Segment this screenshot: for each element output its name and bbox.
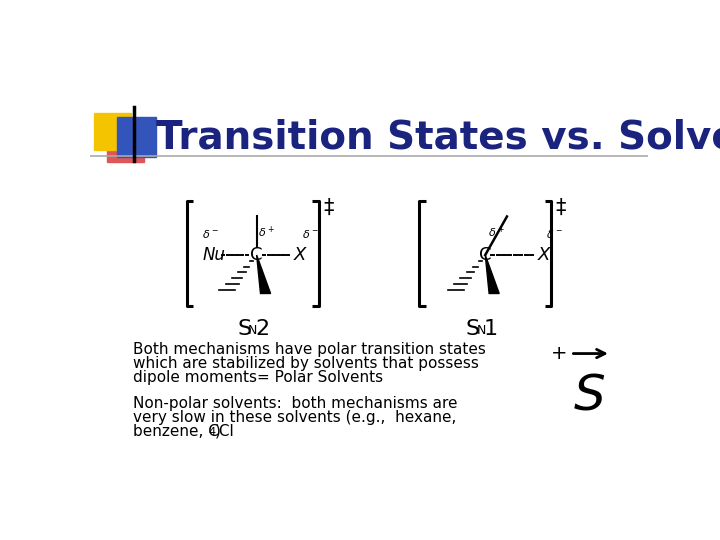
Bar bbox=[117, 117, 156, 157]
Text: X: X bbox=[294, 246, 306, 264]
Text: 2: 2 bbox=[255, 319, 269, 339]
Text: dipole moments= Polar Solvents: dipole moments= Polar Solvents bbox=[132, 370, 383, 384]
Text: benzene, CCl: benzene, CCl bbox=[132, 423, 233, 438]
Text: ): ) bbox=[215, 423, 220, 438]
Text: Non-polar solvents:  both mechanisms are: Non-polar solvents: both mechanisms are bbox=[132, 396, 457, 411]
Text: S: S bbox=[574, 373, 606, 421]
Text: $\delta^-$: $\delta^-$ bbox=[302, 227, 318, 240]
Text: S: S bbox=[238, 319, 251, 339]
Polygon shape bbox=[256, 255, 271, 294]
Text: $\delta^-$: $\delta^-$ bbox=[202, 227, 219, 240]
Text: Nu: Nu bbox=[202, 246, 225, 264]
Text: +: + bbox=[551, 344, 567, 363]
Text: ‡: ‡ bbox=[323, 198, 334, 218]
Text: S: S bbox=[466, 319, 480, 339]
Text: $\delta^-$: $\delta^-$ bbox=[546, 227, 562, 240]
Text: 1: 1 bbox=[484, 319, 498, 339]
Text: N: N bbox=[248, 323, 258, 336]
Text: which are stabilized by solvents that possess: which are stabilized by solvents that po… bbox=[132, 356, 479, 371]
Text: C: C bbox=[251, 246, 263, 264]
Text: N: N bbox=[477, 323, 486, 336]
Text: Both mechanisms have polar transition states: Both mechanisms have polar transition st… bbox=[132, 342, 485, 357]
Bar bbox=[94, 112, 131, 150]
Text: ‡: ‡ bbox=[556, 198, 566, 218]
Text: 4: 4 bbox=[209, 427, 216, 437]
Text: $\delta^+$: $\delta^+$ bbox=[258, 224, 275, 240]
Text: Transition States vs. Solvents: Transition States vs. Solvents bbox=[156, 119, 720, 157]
Polygon shape bbox=[485, 255, 499, 294]
Text: C: C bbox=[479, 246, 492, 264]
Text: X: X bbox=[538, 246, 550, 264]
Bar bbox=[107, 125, 144, 162]
Text: $\delta^+$: $\delta^+$ bbox=[488, 224, 505, 240]
Text: very slow in these solvents (e.g.,  hexane,: very slow in these solvents (e.g., hexan… bbox=[132, 410, 456, 425]
